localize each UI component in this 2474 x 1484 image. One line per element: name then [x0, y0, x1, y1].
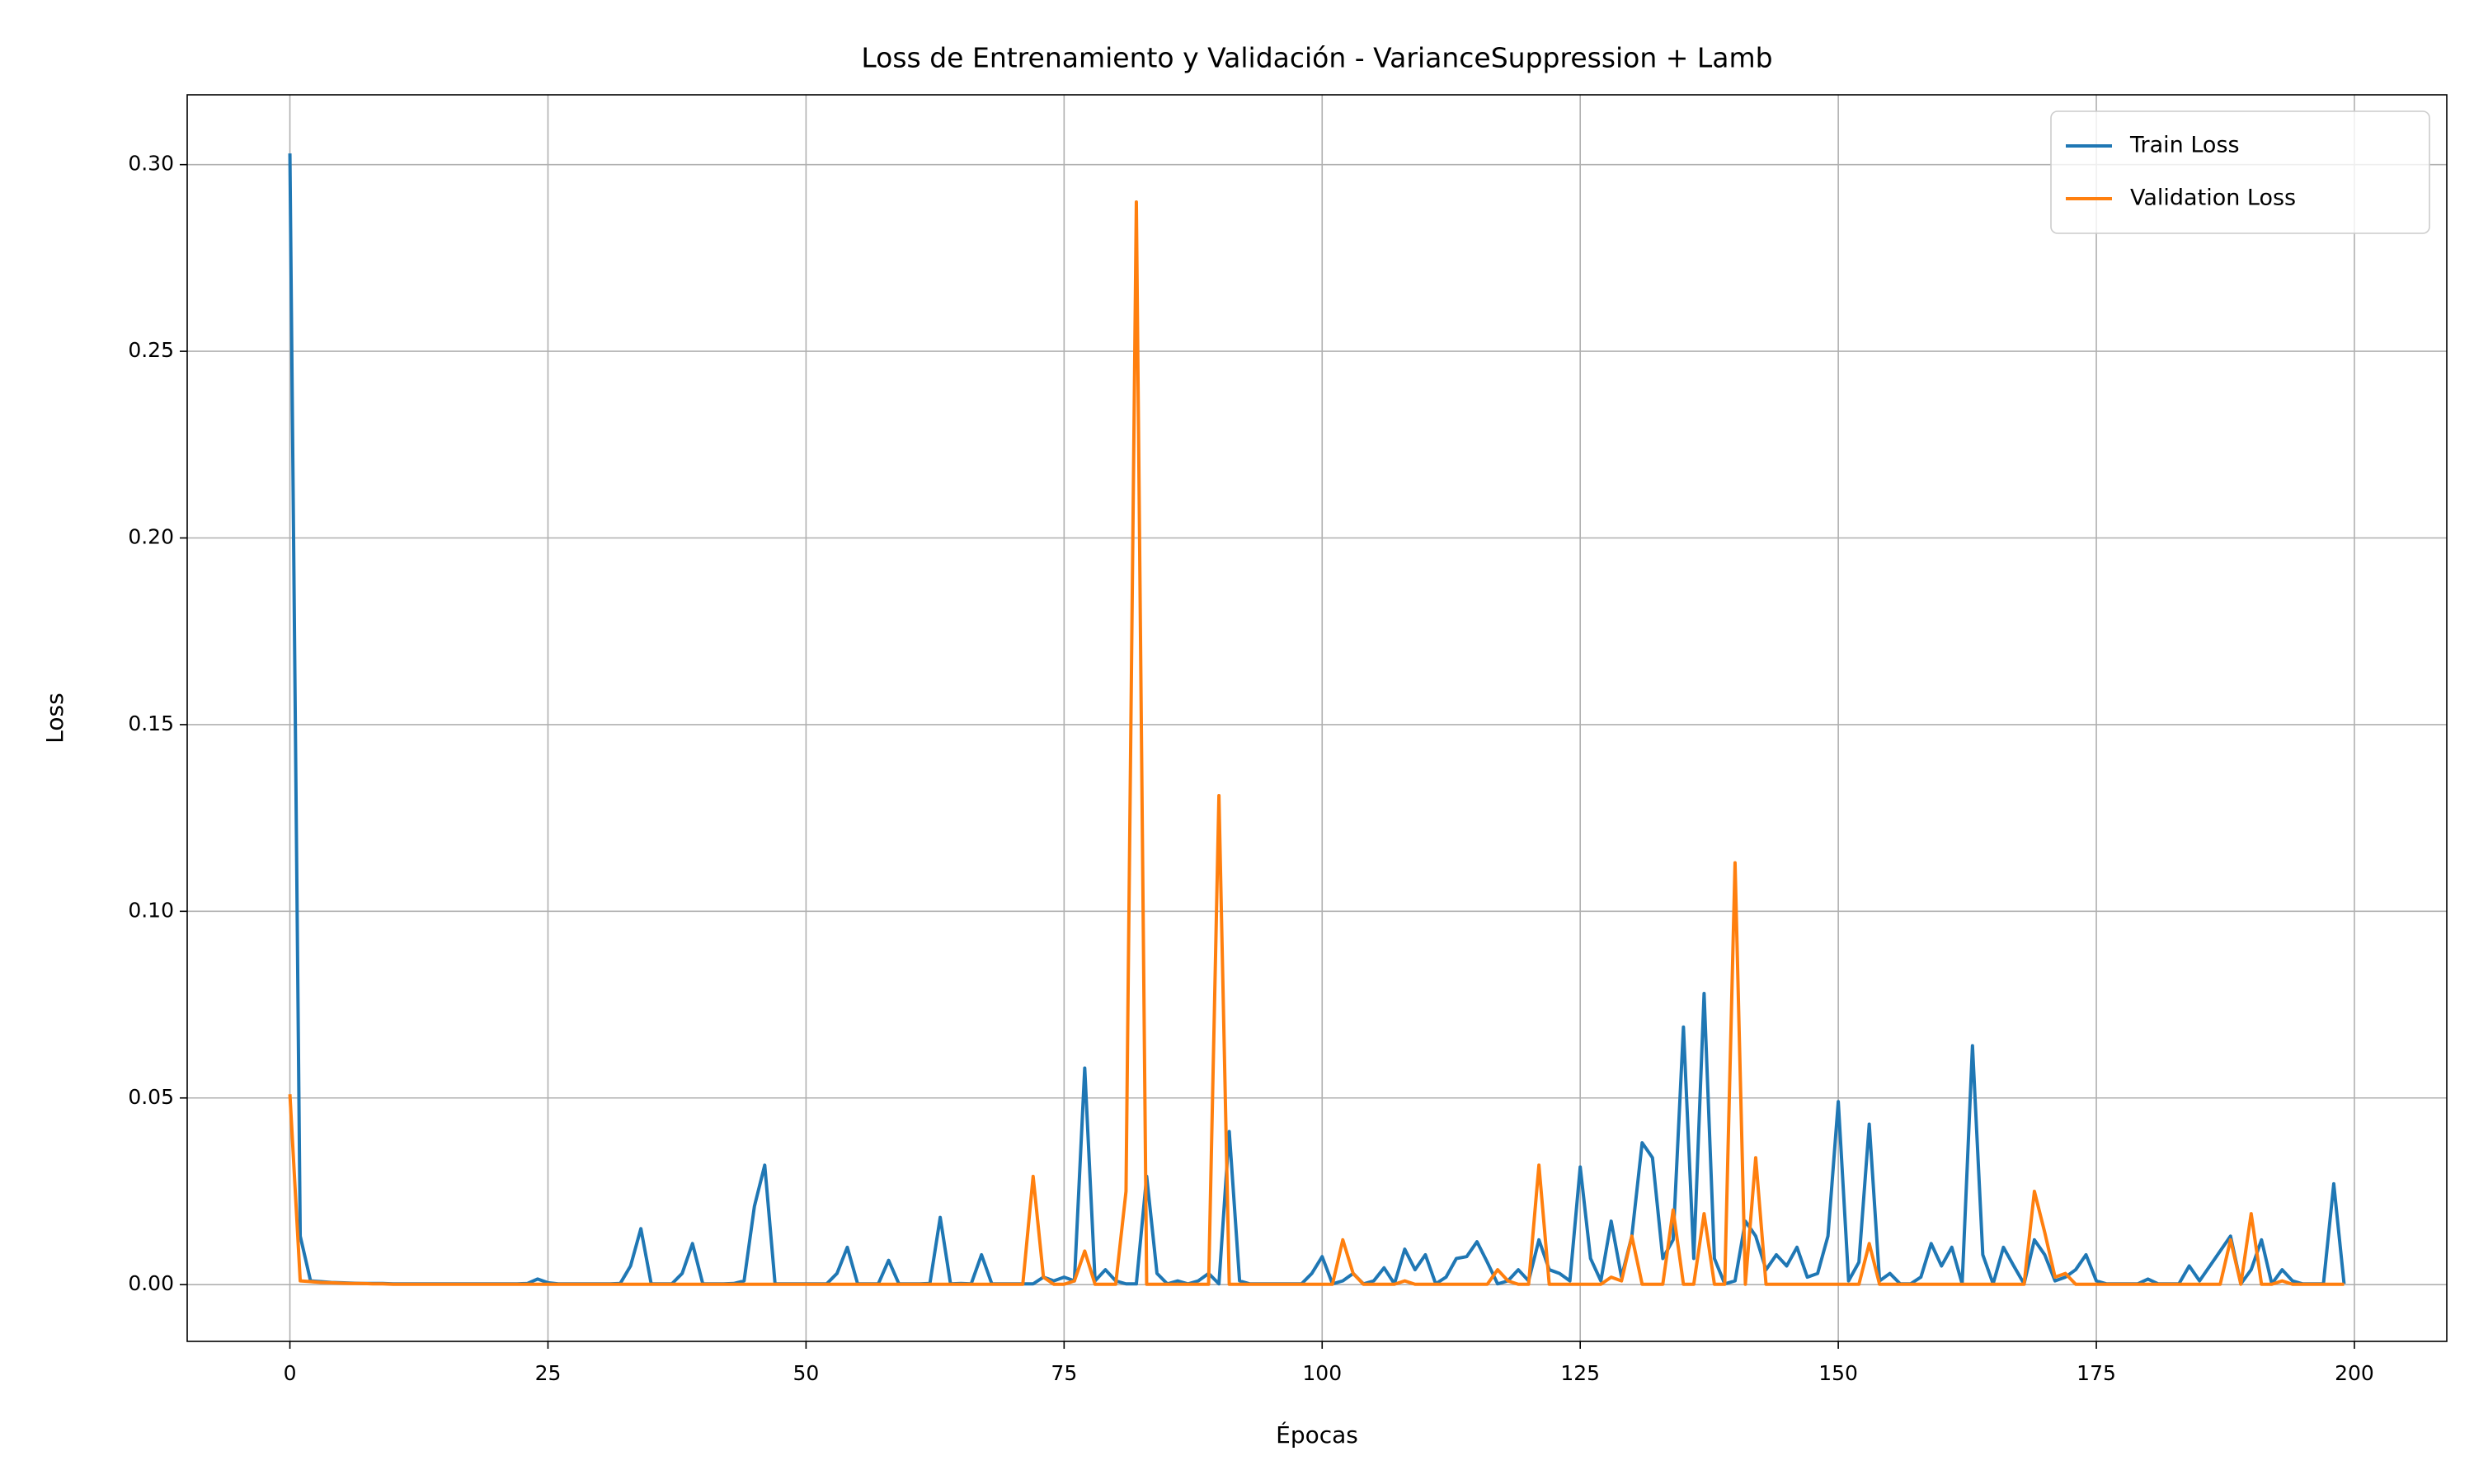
y-axis-label: Loss: [41, 693, 68, 743]
y-tick-label: 0.30: [128, 152, 174, 176]
plot-frame: [186, 94, 2448, 1342]
y-tick-label: 0.10: [128, 898, 174, 922]
x-axis-label: Épocas: [1276, 1421, 1358, 1449]
y-tick-label: 0.00: [128, 1271, 174, 1295]
legend-box: [2050, 110, 2430, 234]
x-tick-label: 175: [2077, 1361, 2116, 1385]
legend: Train Loss Validation Loss: [2050, 110, 2430, 234]
x-tick-label: 75: [1051, 1361, 1077, 1385]
y-tick-label: 0.25: [128, 338, 174, 362]
y-tick-label: 0.05: [128, 1085, 174, 1109]
legend-label: Validation Loss: [2130, 186, 2296, 211]
x-tick-label: 25: [535, 1361, 562, 1385]
y-tick-label: 0.20: [128, 525, 174, 549]
x-tick-label: 125: [1560, 1361, 1600, 1385]
x-tick-label: 50: [793, 1361, 819, 1385]
x-tick-label: 150: [1818, 1361, 1858, 1385]
x-tick-label: 0: [284, 1361, 297, 1385]
y-tick-label: 0.15: [128, 711, 174, 735]
x-tick-label: 100: [1302, 1361, 1342, 1385]
chart-title: Loss de Entrenamiento y Validación - Var…: [861, 42, 1772, 74]
line-series: [288, 200, 2345, 1286]
x-tick-label: 200: [2335, 1361, 2374, 1385]
line-series: [288, 153, 2346, 1286]
legend-label: Train Loss: [2129, 133, 2240, 158]
